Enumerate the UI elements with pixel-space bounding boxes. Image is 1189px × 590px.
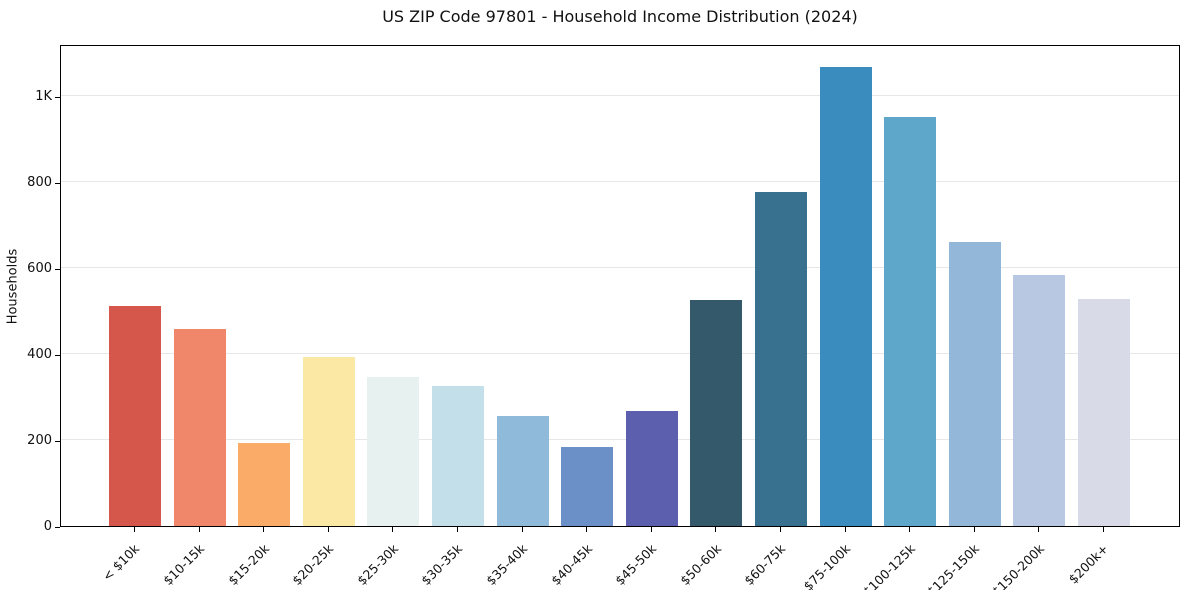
y-axis-label: Households — [5, 248, 21, 325]
gridline-y-200 — [61, 439, 1179, 441]
y-tick-label-1K: 1K — [35, 89, 52, 105]
x-tick-mark-$30-35k — [457, 527, 458, 532]
x-tick-mark-$100-125k — [909, 527, 911, 532]
x-tick-mark-$25-30k — [392, 527, 394, 532]
bar-$125-150k — [948, 242, 1001, 526]
bar-$10-15k — [173, 329, 226, 526]
bar-$15-20k — [238, 442, 291, 526]
bar-$35-40k — [496, 416, 549, 526]
x-tick-mark-$40-45k — [586, 527, 588, 532]
x-tick-mark-$10-15k — [198, 527, 200, 532]
x-tick-mark-$60-75k — [780, 527, 781, 532]
x-tick-mark-$75-100k — [844, 527, 846, 532]
bar-$40-45k — [561, 446, 614, 526]
gridline-y-400 — [61, 353, 1179, 355]
y-tick-mark-800 — [55, 182, 60, 184]
bar-$45-50k — [625, 411, 678, 526]
bar-$75-100k — [819, 67, 872, 526]
chart-title: US ZIP Code 97801 - Household Income Dis… — [382, 7, 858, 26]
x-tick-mark-$45-50k — [650, 527, 652, 532]
y-tick-label-600: 600 — [27, 261, 52, 277]
gridline-y-1000 — [61, 95, 1179, 97]
y-tick-label-200: 200 — [27, 433, 52, 449]
y-tick-mark-1K — [55, 96, 60, 98]
x-tick-mark-< $10k — [134, 527, 135, 532]
y-tick-label-800: 800 — [27, 175, 52, 191]
x-tick-label-$200k+: $200k+ — [971, 538, 1112, 587]
x-tick-mark-$50-60k — [715, 527, 717, 532]
x-tick-mark-$200k+ — [1103, 527, 1104, 532]
bar-< $10k — [109, 305, 161, 526]
y-tick-label-0: 0 — [43, 519, 52, 534]
y-tick-mark-400 — [55, 354, 60, 356]
y-tick-label-400: 400 — [27, 347, 52, 363]
y-tick-mark-600 — [55, 268, 60, 270]
y-tick-mark-0 — [55, 526, 60, 528]
gridline-y-600 — [61, 267, 1179, 269]
bar-$200k+ — [1078, 298, 1130, 526]
bar-$30-35k — [432, 385, 484, 526]
y-tick-mark-200 — [55, 440, 60, 442]
bar-$100-125k — [884, 116, 937, 526]
bar-$20-25k — [302, 357, 355, 526]
plot-area — [60, 45, 1180, 527]
bar-$150-200k — [1013, 274, 1066, 526]
x-tick-mark-$15-20k — [263, 527, 265, 532]
bar-$60-75k — [755, 191, 807, 526]
x-tick-mark-$35-40k — [521, 527, 523, 532]
bar-$50-60k — [690, 299, 743, 526]
x-tick-mark-$20-25k — [327, 527, 329, 532]
x-tick-mark-$125-150k — [973, 527, 975, 532]
x-tick-mark-$150-200k — [1038, 527, 1040, 532]
bar-$25-30k — [367, 376, 420, 526]
gridline-y-800 — [61, 181, 1179, 183]
x-tick-label-text: $200k+ — [1065, 541, 1112, 587]
